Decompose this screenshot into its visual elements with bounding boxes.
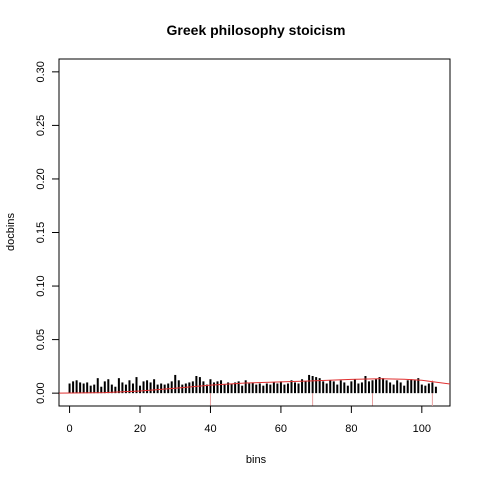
x-tick-label: 100: [413, 423, 431, 435]
y-axis: 0.00 0.05 0.10 0.15 0.20 0.25 0.30: [35, 61, 60, 404]
x-tick-label: 0: [67, 423, 73, 435]
x-axis-label: bins: [246, 454, 267, 466]
y-tick-label: 0.05: [35, 329, 47, 350]
fit-curve: [58, 378, 451, 394]
x-tick-label: 80: [345, 423, 357, 435]
y-tick-label: 0.30: [35, 61, 47, 82]
plot-area: [58, 58, 451, 407]
x-axis: 0 20 40 60 80 100: [67, 405, 431, 435]
x-tick-label: 40: [204, 423, 216, 435]
y-tick-label: 0.20: [35, 168, 47, 189]
y-tick-label: 0.10: [35, 275, 47, 296]
y-tick-label: 0.15: [35, 222, 47, 243]
vertical-markers: [209, 380, 433, 406]
y-axis-label: docbins: [5, 213, 17, 251]
chart-title: Greek philosophy stoicism: [167, 22, 346, 38]
y-tick-label: 0.25: [35, 115, 47, 136]
x-tick-label: 60: [275, 423, 287, 435]
fit-line: [58, 378, 451, 394]
bars: [68, 374, 437, 394]
x-tick-label: 20: [134, 423, 146, 435]
y-tick-label: 0.00: [35, 382, 47, 403]
